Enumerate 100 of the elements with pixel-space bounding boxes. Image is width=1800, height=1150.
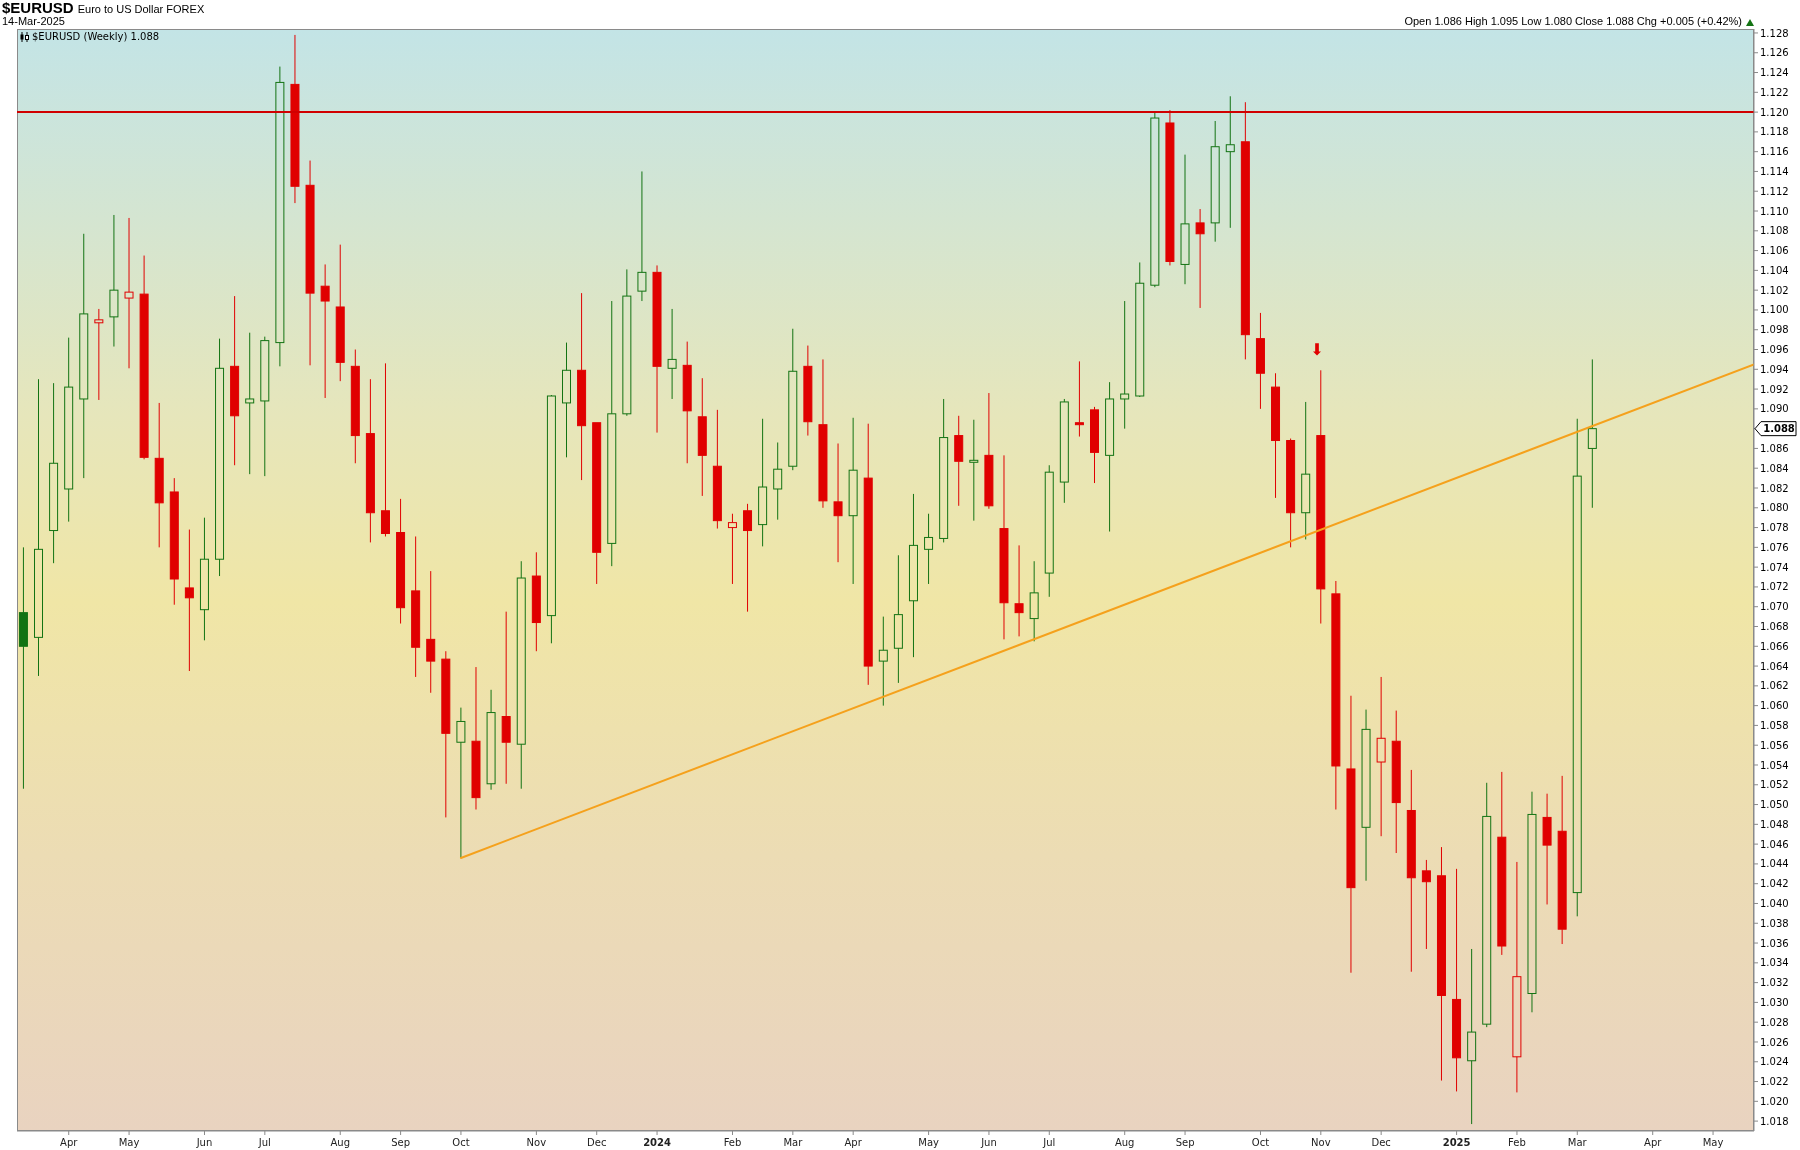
- candlestick: [79, 233, 89, 479]
- y-tick-label: 1.116: [1760, 146, 1789, 158]
- candlestick: [652, 264, 662, 434]
- y-tick-label: 1.074: [1760, 561, 1789, 573]
- text: 1.088: [1763, 423, 1795, 435]
- x-tick-label: Jun: [195, 1137, 213, 1148]
- candlestick: [1240, 101, 1250, 360]
- candlestick: [1346, 695, 1356, 974]
- candlestick: [1301, 401, 1311, 540]
- y-tick-label: 1.110: [1760, 205, 1789, 217]
- y-tick-label: 1.026: [1760, 1036, 1789, 1048]
- y-tick-label: 1.114: [1760, 166, 1789, 177]
- candlestick: [1376, 676, 1386, 837]
- candlestick: [637, 170, 647, 302]
- chart-subtitle: Euro to US Dollar FOREX: [77, 3, 205, 15]
- y-tick-label: 1.064: [1760, 660, 1789, 672]
- y-tick-label: 1.120: [1760, 106, 1789, 118]
- y-tick-label: 1.066: [1760, 640, 1789, 652]
- y-tick-label: 1.108: [1760, 225, 1789, 237]
- y-tick-label: 1.104: [1760, 264, 1789, 276]
- candlestick: [1210, 120, 1220, 243]
- candlestick: [1331, 580, 1341, 810]
- candlestick: [712, 409, 722, 530]
- candlestick: [818, 358, 828, 509]
- candlestick: [758, 418, 768, 547]
- y-tick-label: 1.040: [1760, 898, 1789, 910]
- candlestick: [124, 217, 134, 369]
- candlestick: [954, 415, 964, 507]
- candlestick: [486, 689, 496, 791]
- candlestick: [1361, 709, 1371, 882]
- candlestick: [335, 244, 345, 382]
- candlestick: [169, 477, 179, 606]
- y-tick-label: 1.070: [1760, 601, 1789, 613]
- x-tick-label: May: [918, 1137, 940, 1148]
- candlestick: [667, 308, 677, 400]
- candlestick: [1406, 769, 1416, 973]
- x-tick-label: Apr: [844, 1137, 863, 1148]
- candlestick: [1074, 360, 1084, 438]
- candlestick: [1391, 710, 1401, 854]
- y-tick-label: 1.068: [1760, 621, 1789, 633]
- candlestick: [577, 292, 587, 481]
- y-tick-label: 1.032: [1760, 977, 1789, 989]
- candlestick: [34, 378, 44, 677]
- x-tick-label: Jul: [1042, 1137, 1056, 1148]
- y-tick-label: 1.112: [1760, 185, 1789, 197]
- y-tick-label: 1.126: [1760, 47, 1789, 59]
- y-tick-label: 1.056: [1760, 739, 1789, 751]
- candlestick: [109, 214, 119, 348]
- candlestick: [49, 382, 59, 564]
- y-tick-label: 1.102: [1760, 284, 1789, 296]
- y-tick-label: 1.054: [1760, 759, 1789, 771]
- x-tick-label: 2025: [1442, 1137, 1471, 1148]
- x-tick-label: Feb: [723, 1137, 742, 1148]
- chart-title: $EURUSD: [2, 0, 74, 16]
- y-tick-label: 1.128: [1760, 27, 1789, 39]
- y-tick-label: 1.028: [1760, 1016, 1789, 1028]
- candlestick: [592, 422, 602, 585]
- y-tick-label: 1.118: [1760, 126, 1789, 138]
- annotation: $EURUSD (Weekly) 1.088: [32, 31, 160, 42]
- candlestick: [230, 295, 240, 466]
- candlestick: [863, 423, 873, 686]
- candlestick: [803, 345, 813, 437]
- candlestick: [350, 349, 360, 464]
- candlestick: [305, 160, 315, 366]
- y-tick-label: 1.084: [1760, 462, 1789, 474]
- candlestick: [1436, 846, 1446, 1082]
- annotation: ⬇: [1310, 340, 1324, 359]
- x-tick-label: Aug: [330, 1137, 351, 1148]
- y-tick-label: 1.046: [1760, 838, 1789, 850]
- candlestick: [893, 554, 903, 684]
- candlestick: [531, 551, 541, 652]
- x-tick-label: Mar: [783, 1137, 804, 1148]
- x-tick-label: Feb: [1508, 1137, 1526, 1148]
- candlestick: [1195, 208, 1205, 309]
- y-tick-label: 1.058: [1760, 719, 1789, 731]
- x-tick-label: Apr: [60, 1137, 79, 1148]
- candlestick: [1180, 154, 1190, 285]
- x-tick-label: Sep: [1175, 1137, 1195, 1148]
- candlestick: [1467, 948, 1477, 1125]
- candlestick: [999, 454, 1009, 640]
- candlestick: [607, 300, 617, 567]
- candlestick: [562, 342, 571, 458]
- y-tick-label: 1.080: [1760, 502, 1789, 514]
- y-tick-label: 1.078: [1760, 522, 1789, 534]
- x-tick-label: Jul: [257, 1137, 271, 1148]
- y-tick-label: 1.024: [1760, 1056, 1789, 1068]
- candlestick: [215, 338, 225, 577]
- candlestick: [501, 611, 511, 785]
- candlestick: [154, 402, 164, 548]
- y-tick-label: 1.050: [1760, 799, 1789, 811]
- x-tick-label: Apr: [1644, 1137, 1663, 1148]
- y-tick-label: 1.086: [1760, 442, 1789, 454]
- y-tick-label: 1.072: [1760, 581, 1789, 593]
- candlestick: [396, 498, 406, 625]
- candlestick: [1527, 791, 1537, 1013]
- y-tick-label: 1.098: [1760, 324, 1789, 336]
- candlestick: [1255, 312, 1265, 410]
- candlestick: [848, 417, 858, 585]
- candlestick: [516, 560, 526, 790]
- x-tick-label: Aug: [1114, 1137, 1135, 1148]
